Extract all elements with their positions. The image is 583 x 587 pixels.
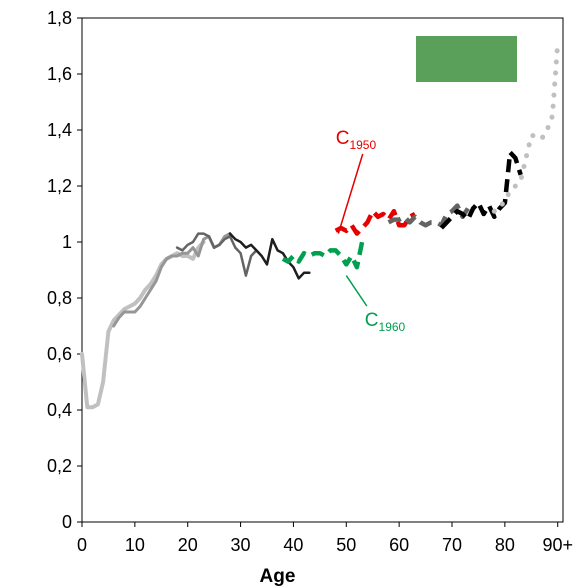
x-tick-label: 20 — [178, 535, 198, 555]
y-tick-label: 0,8 — [47, 288, 72, 308]
series-line-8 — [439, 150, 523, 230]
series-line-6 — [334, 208, 417, 236]
series-line-9 — [491, 40, 561, 214]
x-tick-label: 0 — [77, 535, 87, 555]
series-layer — [80, 40, 561, 410]
series-line-5 — [281, 241, 365, 270]
x-tick-label: 90+ — [542, 535, 573, 555]
annotation-label-1950: C1950 — [336, 128, 377, 152]
y-tick-label: 0 — [62, 512, 72, 532]
x-tick-label: 10 — [125, 535, 145, 555]
annotation-pointer-1960 — [345, 275, 368, 307]
y-tick-label: 1,6 — [47, 64, 72, 84]
series-line-1 — [80, 240, 206, 410]
x-tick-label: 50 — [336, 535, 356, 555]
series-line-2 — [112, 232, 232, 328]
y-tick-label: 1,8 — [47, 8, 72, 28]
annotation-label-1960: C1960 — [365, 310, 406, 334]
y-tick-label: 0,4 — [47, 400, 72, 420]
x-tick-label: 60 — [389, 535, 409, 555]
legend — [416, 36, 517, 82]
x-tick-label: 70 — [442, 535, 462, 555]
annotation-pointer-1950 — [337, 153, 364, 234]
y-axis-ticks: 0 0,2 0,4 0,6 0,8 1 1,2 1,4 1,6 1,8 — [47, 8, 82, 532]
legend-swatch — [416, 36, 517, 82]
y-tick-label: 1 — [62, 232, 72, 252]
y-tick-label: 1,4 — [47, 120, 72, 140]
series-line-7 — [387, 203, 470, 228]
x-axis-title: Age — [260, 566, 296, 587]
y-tick-label: 0,2 — [47, 456, 72, 476]
annotations: C1950 C1960 — [336, 128, 406, 334]
series-line-3 — [175, 232, 258, 277]
x-axis-ticks: 0 10 20 30 40 50 60 70 80 90+ — [77, 522, 573, 555]
plot-area-border — [81, 17, 564, 523]
y-tick-label: 1,2 — [47, 176, 72, 196]
plot-frame — [81, 17, 564, 523]
x-tick-label: 80 — [495, 535, 515, 555]
x-tick-label: 30 — [231, 535, 251, 555]
y-tick-label: 0,6 — [47, 344, 72, 364]
series-line-4 — [228, 232, 311, 280]
x-tick-label: 40 — [283, 535, 303, 555]
